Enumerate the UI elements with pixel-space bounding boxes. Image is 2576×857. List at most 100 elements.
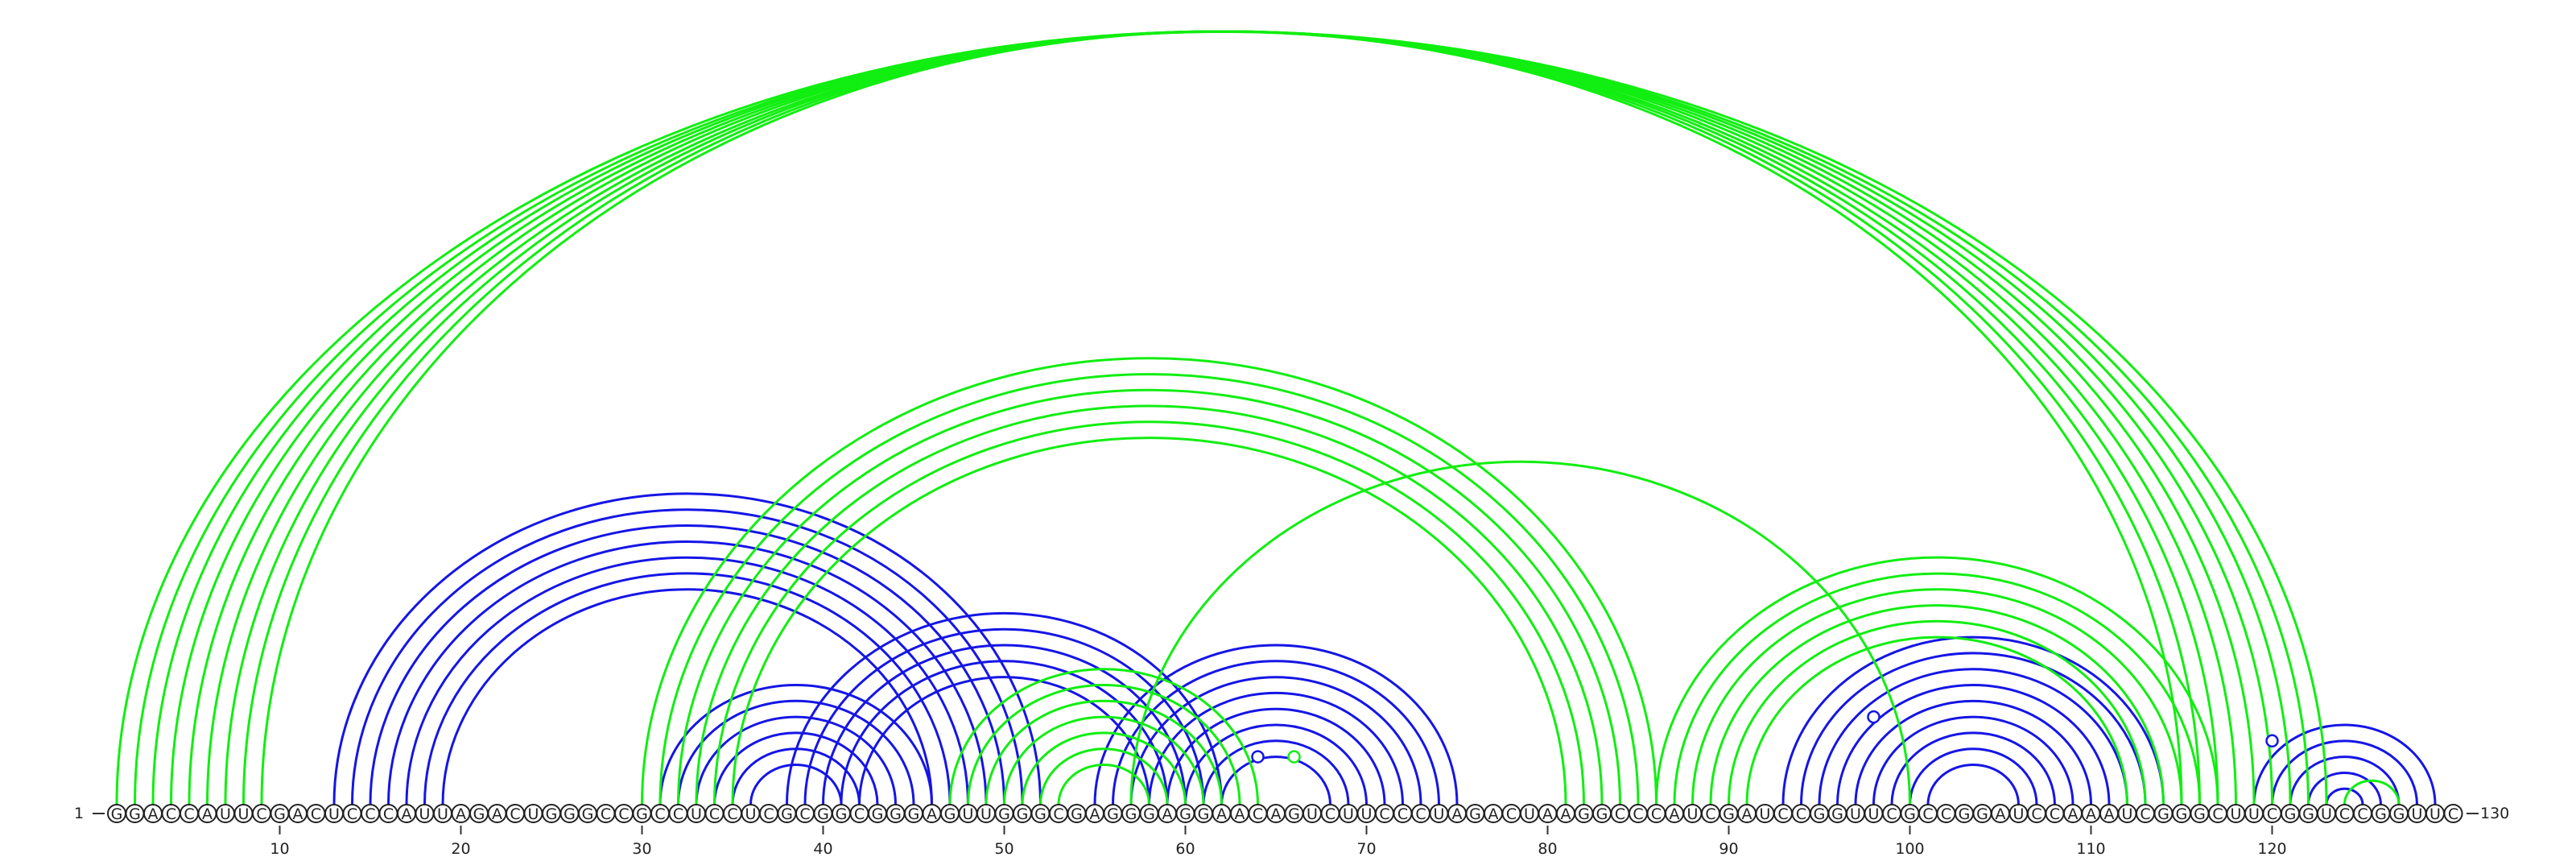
tick-label-60: 60 <box>1175 840 1195 857</box>
blue-arc-19-46 <box>441 588 933 805</box>
nucleotide-letter-23: C <box>510 805 520 823</box>
nucleotide-101: C <box>1918 804 1938 823</box>
nucleotide-82: G <box>1574 804 1594 823</box>
nucleotide-8: U <box>233 804 254 823</box>
tick-label-10: 10 <box>270 840 289 857</box>
marker-layer <box>1251 710 2279 764</box>
nucleotide-44: G <box>886 804 906 823</box>
nucleotide-4: C <box>161 804 181 823</box>
nucleotide-38: G <box>777 804 797 823</box>
nucleotide-letter-48: U <box>963 805 974 823</box>
nucleotide-95: G <box>1810 804 1829 823</box>
nucleotide-61: G <box>1194 804 1213 823</box>
nucleotide-letter-4: C <box>166 805 176 823</box>
green-arc-30-86 <box>641 357 1657 805</box>
nucleotide-letter-51: G <box>1017 805 1029 823</box>
nucleotide-letter-49: U <box>980 805 992 823</box>
nucleotide-68: C <box>1320 804 1340 823</box>
green-arc-52-59 <box>1039 747 1169 805</box>
nucleotide-letter-107: C <box>2031 805 2041 823</box>
nucleotide-letter-110: A <box>2086 805 2096 823</box>
nucleotide-letter-28: C <box>601 805 611 823</box>
nucleotide-113: C <box>2136 804 2155 823</box>
nucleotide-118: U <box>2226 804 2246 823</box>
nucleotide-32: C <box>668 804 688 823</box>
nucleotide-124: C <box>2334 804 2355 823</box>
tick-label-90: 90 <box>1719 840 1738 857</box>
nucleotide-letter-53: C <box>1053 805 1063 823</box>
nucleotide-1: G <box>107 804 126 823</box>
nucleotide-letter-64: C <box>1253 805 1263 823</box>
nucleotide-72: C <box>1393 804 1413 823</box>
nucleotide-letter-92: U <box>1760 805 1771 823</box>
nucleotide-67: U <box>1302 804 1322 823</box>
nucleotide-letter-67: U <box>1307 805 1318 823</box>
nucleotide-17: A <box>397 804 416 823</box>
green-arc-31-85 <box>658 372 1640 805</box>
nucleotide-21: G <box>469 804 489 823</box>
nucleotide-13: U <box>324 804 344 823</box>
nucleotide-letter-118: U <box>2231 805 2242 823</box>
blue-arc-99-108 <box>1890 731 2056 805</box>
nucleotide-letter-35: C <box>727 805 737 823</box>
nucleotide-letter-9: C <box>256 805 266 823</box>
nucleotide-letter-16: C <box>383 805 394 823</box>
nucleotide-49: U <box>976 804 996 823</box>
nucleotide-60: G <box>1175 804 1195 823</box>
end-label: 130 <box>2480 805 2509 822</box>
nucleotide-letter-18: U <box>419 805 431 823</box>
nucleotide-letter-113: C <box>2140 805 2150 823</box>
nucleotide-130: C <box>2443 804 2463 823</box>
nucleotide-letter-98: U <box>1868 805 1880 823</box>
green-arc-86-117 <box>1655 556 2219 805</box>
green-arc-91-112 <box>1745 636 2128 805</box>
green-arc-49-62 <box>985 699 1223 805</box>
nucleotide-letter-34: C <box>709 805 720 823</box>
nucleotide-letter-12: C <box>311 805 321 823</box>
nucleotide-letter-126: G <box>2375 805 2387 823</box>
blue-arc-101-106 <box>1926 764 2020 805</box>
nucleotide-100: G <box>1900 804 1920 823</box>
nucleotide-46: A <box>922 804 942 823</box>
nucleotide-10: G <box>270 804 290 823</box>
nucleotide-81: A <box>1556 804 1575 823</box>
green-arc-50-61 <box>1003 715 1205 805</box>
nucleotide-39: C <box>795 804 815 823</box>
blue-arc-14-51 <box>351 508 1024 805</box>
blue-arc-96-111 <box>1836 684 2111 805</box>
nucleotide-letter-104: G <box>1976 805 1988 823</box>
nucleotide-letter-79: U <box>1524 805 1535 823</box>
nucleotide-15: C <box>361 804 380 823</box>
tick-layer: 10 20 30 40 50 60 70 80 90 100 110 120 <box>270 826 2287 857</box>
green-arc-7-117 <box>224 30 2219 805</box>
green-arc-8-116 <box>242 30 2201 805</box>
tick-label-20: 20 <box>451 840 470 857</box>
nucleotide-letter-1: G <box>111 805 123 823</box>
green-arc-4-120 <box>170 30 2273 805</box>
nucleotide-33: U <box>687 804 706 823</box>
green-arc-35-81 <box>731 437 1567 805</box>
nucleotide-125: C <box>2353 804 2372 823</box>
nucleotide-letter-111: A <box>2104 805 2115 823</box>
nucleotide-letter-129: U <box>2429 805 2441 823</box>
nucleotide-letter-32: C <box>673 805 683 823</box>
nucleotide-20: A <box>451 804 471 823</box>
nucleotide-122: G <box>2298 804 2318 823</box>
nucleotide-90: G <box>1719 804 1739 823</box>
nucleotide-86: C <box>1646 804 1666 823</box>
green-arc-48-63 <box>967 684 1241 805</box>
nucleotide-43: G <box>868 804 887 823</box>
blue-arc-121-127 <box>2289 756 2401 805</box>
nucleotide-51: G <box>1013 804 1032 823</box>
nucleotide-letter-87: A <box>1670 805 1680 823</box>
blue-arc-39-61 <box>803 627 1205 805</box>
nucleotide-120: C <box>2262 804 2282 823</box>
blue-arc-120-128 <box>2271 739 2418 805</box>
blue-arc-61-69 <box>1202 739 1350 805</box>
nucleotide-letter-31: C <box>654 805 665 823</box>
nucleotide-letter-25: G <box>546 805 558 823</box>
nucleotide-80: A <box>1538 804 1558 823</box>
nucleotide-41: G <box>832 804 851 823</box>
nucleotide-letter-85: C <box>1633 805 1643 823</box>
